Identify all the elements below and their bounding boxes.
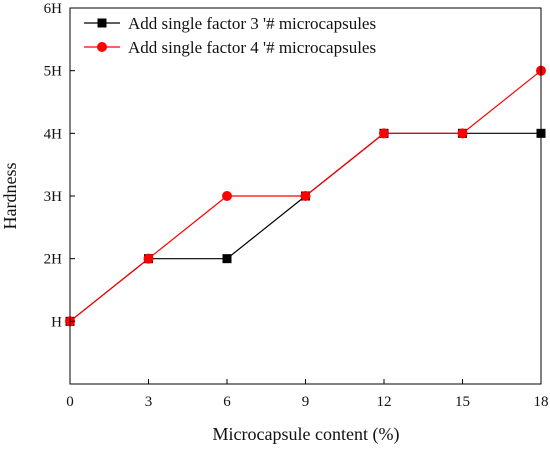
series-2-point bbox=[379, 128, 389, 139]
series-1 bbox=[65, 128, 546, 326]
series-2-point bbox=[222, 191, 232, 201]
x-axis-title: Microcapsule content (%) bbox=[213, 424, 400, 445]
x-tick-label: 15 bbox=[455, 394, 470, 410]
series-2 bbox=[65, 65, 546, 327]
y-tick-label: 6H bbox=[44, 1, 63, 17]
series-1-point bbox=[222, 254, 232, 264]
legend-entry-2: Add single factor 4 '# microcapsules bbox=[84, 38, 376, 57]
plot-area bbox=[65, 65, 546, 327]
x-tick-label: 6 bbox=[223, 394, 231, 410]
x-tick-label: 9 bbox=[302, 394, 310, 410]
legend-marker bbox=[97, 42, 107, 52]
series-2-point bbox=[457, 128, 468, 139]
legend-label: Add single factor 4 '# microcapsules bbox=[128, 38, 376, 57]
x-tick-label: 3 bbox=[145, 394, 153, 410]
y-tick-label: 5H bbox=[44, 64, 63, 80]
y-tick-label: 2H bbox=[44, 252, 63, 268]
series-1-line bbox=[69, 132, 541, 322]
x-tick-label: 0 bbox=[66, 394, 74, 410]
x-tick-label: 12 bbox=[377, 394, 392, 410]
axes: 0 3 6 9 12 15 18 H 2H 3H 4H 5H 6H bbox=[44, 1, 549, 410]
y-tick-label: 4H bbox=[44, 126, 63, 142]
y-tick-label: 3H bbox=[44, 189, 63, 205]
legend-label: Add single factor 3 '# microcapsules bbox=[128, 14, 376, 33]
x-tick-label: 18 bbox=[534, 394, 549, 410]
y-axis-title: Hardness bbox=[0, 163, 20, 230]
series-2-point bbox=[143, 253, 154, 264]
y-tick-label: H bbox=[51, 314, 62, 330]
series-2-point bbox=[300, 191, 311, 201]
legend: Add single factor 3 '# microcapsules Add … bbox=[84, 14, 376, 57]
legend-entry-1: Add single factor 3 '# microcapsules bbox=[84, 14, 376, 33]
legend-marker bbox=[97, 18, 107, 28]
